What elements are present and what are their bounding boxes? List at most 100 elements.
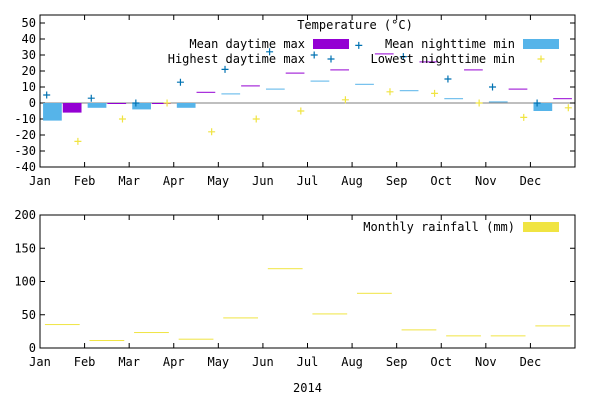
x-tick-label: Nov	[475, 355, 497, 369]
point-highest-daytime-max-mar	[132, 99, 140, 107]
chart-title: Temperature (°C)	[297, 18, 413, 32]
bar-monthly-rainfall-mm--oct	[446, 335, 481, 337]
point-lowest-nighttime-min-sep	[431, 89, 439, 97]
bar-mean-daytime-max-sep	[419, 61, 439, 63]
y-tick-label: -10	[14, 112, 36, 126]
x-tick-label: Mar	[118, 355, 140, 369]
point-lowest-nighttime-min-jun	[297, 107, 305, 115]
y-tick-label: -20	[14, 128, 36, 142]
point-highest-daytime-max-aug	[355, 41, 363, 49]
bar-mean-nighttime-min-sep	[399, 90, 419, 92]
bar-mean-daytime-max-oct	[464, 69, 483, 71]
point-highest-daytime-max-nov	[489, 83, 497, 91]
bar-mean-daytime-max-apr	[196, 91, 216, 93]
bar-monthly-rainfall-mm--dec	[535, 325, 571, 327]
bar-monthly-rainfall-mm--apr	[178, 338, 214, 340]
x-tick-label: Dec	[520, 174, 542, 188]
rainfall-chart: 0 50 100 150 200 Jan Feb Mar Apr May Jun Jul Aug Sep O…	[14, 208, 576, 395]
bar-monthly-rainfall-mm--feb	[89, 340, 125, 342]
x-tick-label: Sep	[386, 174, 408, 188]
bar-mean-nighttime-min-nov	[488, 101, 508, 103]
x-tick-label: Oct	[430, 355, 452, 369]
y-tick-label: 20	[22, 64, 36, 78]
x-tick-label: Jun	[252, 174, 274, 188]
y-tick-label: 30	[22, 48, 36, 62]
bar-mean-nighttime-min-jul	[310, 80, 330, 82]
x-tick-label: Apr	[163, 174, 185, 188]
bar-mean-nighttime-min-feb	[87, 103, 107, 108]
y-tick-label: 150	[14, 241, 36, 255]
x-tick-label: Feb	[74, 174, 96, 188]
x-tick-label: Nov	[475, 174, 497, 188]
point-lowest-nighttime-min-jan	[74, 137, 82, 145]
x-tick-label: Feb	[74, 355, 96, 369]
point-highest-daytime-max-feb	[87, 94, 95, 102]
plot-frame	[39, 214, 576, 349]
x-tick-label: Jul	[297, 174, 319, 188]
bar-mean-nighttime-min-jan	[43, 103, 62, 121]
y-tick-label: 0	[29, 341, 36, 355]
bar-mean-daytime-max-jul	[330, 69, 350, 71]
bar-mean-daytime-max-feb	[107, 103, 127, 104]
y-tick-label: 0	[29, 96, 36, 110]
y-tick-label: 50	[22, 308, 36, 322]
bar-monthly-rainfall-mm--jun	[267, 268, 303, 270]
point-lowest-nighttime-min-jul	[341, 96, 349, 104]
bar-monthly-rainfall-mm--mar	[134, 332, 169, 334]
x-tick-label: Aug	[341, 355, 363, 369]
point-lowest-nighttime-min-mar	[163, 99, 171, 107]
point-highest-daytime-max-may	[221, 65, 229, 73]
y-tick-label: 100	[14, 275, 36, 289]
legend-swatch	[313, 39, 349, 49]
legend-label: Monthly rainfall (mm)	[363, 220, 515, 234]
bar-monthly-rainfall-mm--sep	[401, 329, 437, 331]
point-lowest-nighttime-min-dec	[564, 104, 572, 112]
y-tick-label: 10	[22, 80, 36, 94]
bar-monthly-rainfall-mm--jan	[44, 324, 80, 326]
bar-mean-daytime-max-mar	[151, 103, 171, 104]
point-highest-daytime-max-jan	[43, 91, 51, 99]
legend-marker	[327, 55, 335, 63]
x-tick-label: May	[207, 355, 229, 369]
x-tick-label: Jan	[29, 174, 51, 188]
x-tick-label: Mar	[118, 174, 140, 188]
point-lowest-nighttime-min-may	[252, 115, 260, 123]
bar-monthly-rainfall-mm--may	[223, 317, 259, 319]
legend-swatch	[523, 39, 559, 49]
point-lowest-nighttime-min-feb	[118, 115, 126, 123]
bar-mean-nighttime-min-oct	[444, 98, 464, 100]
point-highest-daytime-max-jun	[266, 48, 274, 56]
x-tick-label: Jan	[29, 355, 51, 369]
point-highest-daytime-max-sep	[399, 53, 407, 61]
x-axis-label: 2014	[293, 381, 322, 395]
bar-monthly-rainfall-mm--aug	[356, 292, 392, 294]
bar-mean-nighttime-min-apr	[176, 103, 196, 108]
legend-label: Mean nighttime min	[385, 37, 515, 51]
point-lowest-nighttime-min-apr	[208, 128, 216, 136]
point-lowest-nighttime-min-oct	[475, 99, 483, 107]
bar-mean-nighttime-min-may	[221, 93, 241, 95]
y-tick-label: -30	[14, 144, 36, 158]
x-tick-label: Sep	[386, 355, 408, 369]
point-lowest-nighttime-min-nov	[520, 113, 528, 121]
legend-label: Lowest nighttime min	[371, 52, 516, 66]
bar-mean-nighttime-min-dec	[533, 103, 553, 111]
point-highest-daytime-max-apr	[176, 78, 184, 86]
legend-marker	[537, 55, 545, 63]
bar-mean-nighttime-min-jun	[265, 88, 285, 90]
legend-label: Highest daytime max	[168, 52, 305, 66]
point-lowest-nighttime-min-aug	[386, 88, 394, 96]
bar-monthly-rainfall-mm--jul	[312, 313, 348, 315]
x-tick-label: Apr	[163, 355, 185, 369]
legend-label: Mean daytime max	[189, 37, 305, 51]
temperature-chart: -40 -30 -20 -10 0 10 20 30 40 50 Jan Feb Mar Apr May Ju…	[14, 14, 576, 188]
x-tick-label: Jun	[252, 355, 274, 369]
y-tick-label: 50	[22, 16, 36, 30]
bar-mean-daytime-max-may	[241, 85, 260, 87]
x-tick-label: Dec	[520, 355, 542, 369]
bar-monthly-rainfall-mm--nov	[490, 335, 526, 337]
bar-mean-daytime-max-nov	[508, 88, 528, 90]
x-tick-label: Aug	[341, 174, 363, 188]
bar-mean-daytime-max-jan	[62, 103, 82, 113]
